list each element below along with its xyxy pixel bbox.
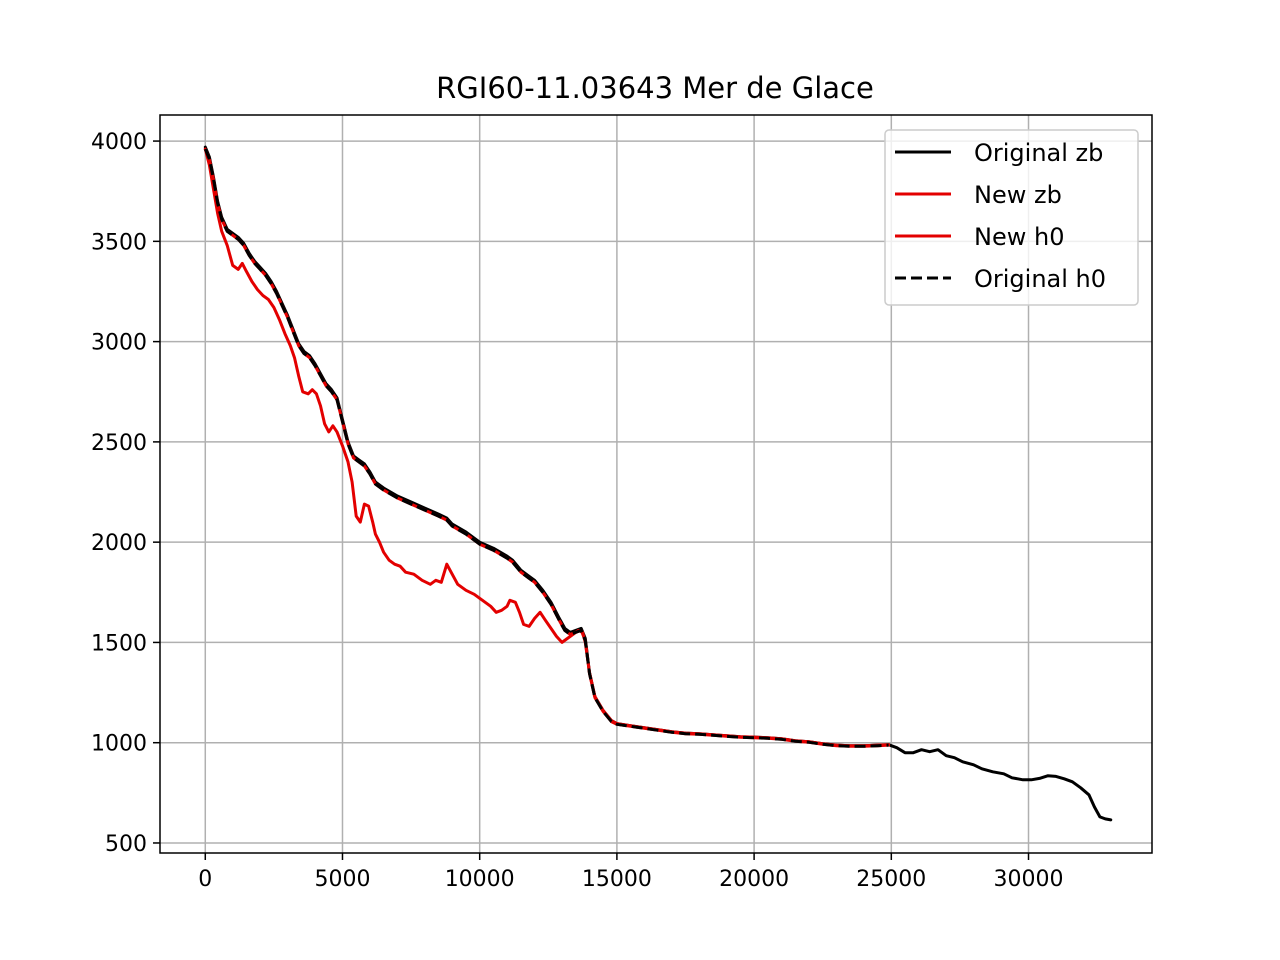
legend-box — [884, 129, 1139, 306]
series-line-original-h0 — [203, 148, 889, 748]
x-tick-label: 30000 — [994, 867, 1064, 892]
x-tick-label: 10000 — [445, 867, 515, 892]
y-tick-label: 4000 — [91, 130, 147, 155]
series-lines — [203, 145, 1113, 822]
x-tick-label: 15000 — [582, 867, 652, 892]
y-tick-label: 2000 — [91, 531, 147, 556]
x-tick-label: 0 — [198, 867, 212, 892]
x-tick-label: 5000 — [314, 867, 370, 892]
axis-ticks: 0 5000 10000 15000 20000 25000 30000 500 1000 150… — [91, 130, 1064, 892]
y-tick-label: 1000 — [91, 732, 147, 757]
grid-lines — [160, 115, 1152, 853]
y-tick-label: 2500 — [91, 431, 147, 456]
chart-title: RGI60-11.03643 Mer de Glace — [436, 71, 874, 105]
legend-label-new-zb: New zb — [974, 181, 1062, 209]
legend-label-new-h0: New h0 — [974, 223, 1064, 251]
legend: Original zb New zb New h0 Original h0 — [884, 129, 1139, 306]
y-tick-label: 3000 — [91, 331, 147, 356]
legend-label-original-h0: Original h0 — [974, 265, 1106, 293]
y-tick-label: 500 — [105, 832, 147, 857]
plot-frame — [159, 114, 1153, 854]
y-tick-label: 1500 — [91, 631, 147, 656]
legend-label-original-zb: Original zb — [974, 139, 1103, 167]
x-tick-label: 20000 — [719, 867, 789, 892]
y-tick-label: 3500 — [91, 230, 147, 255]
x-tick-label: 25000 — [856, 867, 926, 892]
